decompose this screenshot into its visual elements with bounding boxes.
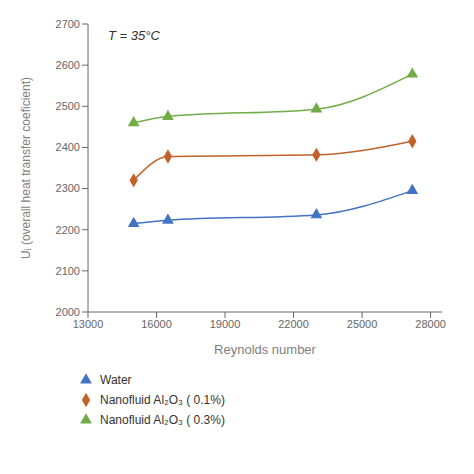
svg-text:2500: 2500 — [56, 100, 80, 112]
svg-text:2700: 2700 — [56, 18, 80, 30]
svg-text:2600: 2600 — [56, 59, 80, 71]
svg-text:2200: 2200 — [56, 224, 80, 236]
html-text:Nanofluid Al₂O₃ ( 0.1%): Nanofluid Al₂O₃ ( 0.1%) — [100, 393, 225, 407]
svg-text:2300: 2300 — [56, 182, 80, 194]
svg-text:2400: 2400 — [56, 141, 80, 153]
svg-text:Reynolds number: Reynolds number — [214, 342, 317, 357]
html-text:Nanofluid Al₂O₃ ( 0.3%): Nanofluid Al₂O₃ ( 0.3%) — [100, 413, 225, 427]
svg-text:13000: 13000 — [73, 318, 104, 330]
svg-text:2100: 2100 — [56, 265, 80, 277]
svg-text:22000: 22000 — [278, 318, 309, 330]
svg-text:19000: 19000 — [210, 318, 241, 330]
html-text:T = 35°C: T = 35°C — [108, 28, 160, 43]
svg-text:25000: 25000 — [347, 318, 378, 330]
svg-text:2000: 2000 — [56, 306, 80, 318]
svg-text:Uᵢ (overall heat transfer coef: Uᵢ (overall heat transfer coeficient) — [19, 77, 33, 259]
svg-text:16000: 16000 — [141, 318, 172, 330]
html-text:Water: Water — [100, 373, 132, 387]
svg-text:28000: 28000 — [415, 318, 446, 330]
